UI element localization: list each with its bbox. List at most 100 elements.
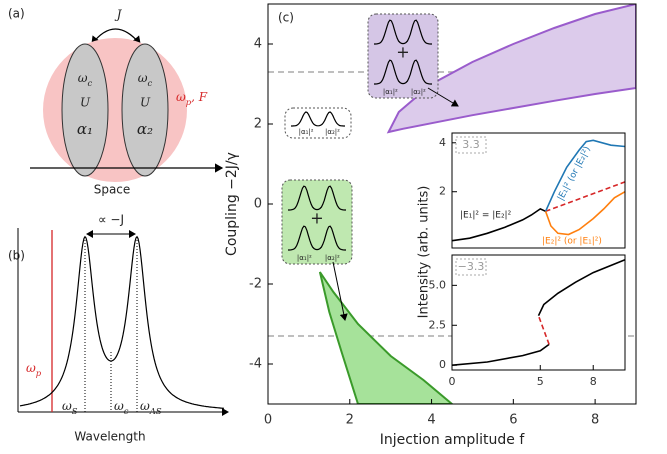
y-tick-label: 2.5: [429, 318, 447, 331]
plus: +: [396, 43, 409, 62]
sketch-label: |α₂|²: [411, 88, 426, 96]
symbol: ωAS: [140, 399, 162, 416]
curve: [537, 259, 625, 317]
x-tick-label: 4: [427, 413, 435, 428]
mode-profile: [291, 111, 345, 127]
y-tick-label: -2: [249, 277, 262, 292]
x-tick-label: 8: [591, 413, 599, 428]
x-tick-label: 0: [449, 375, 456, 388]
pointer: [332, 261, 348, 321]
sketch-label: |α₂|²: [325, 128, 340, 136]
symbol: ωc: [78, 71, 93, 88]
curve: [452, 343, 550, 366]
sketch-box: [367, 13, 439, 99]
x-tick-label: 0: [264, 413, 272, 428]
symbol-sub: p: [36, 368, 42, 378]
y-tick-label: -4: [249, 357, 262, 372]
symbol-base: ω: [78, 71, 88, 85]
y-tick-label: 0: [439, 358, 446, 371]
sketch-label: |α₁|²: [299, 128, 314, 136]
symbol: ωp, F: [176, 90, 208, 107]
axis-label: Space: [94, 183, 131, 197]
panel-a: (a) J U α₁ U α₂ Space: [8, 7, 224, 197]
y-axis-label: Coupling −2J/γ: [224, 152, 240, 256]
series-group: [268, 4, 636, 404]
field: α₁: [77, 120, 93, 138]
symbol: ωp: [26, 361, 42, 378]
y-tick-label: 4: [254, 37, 262, 52]
symbol-base: ω: [114, 399, 124, 413]
y-tick-label: 2: [254, 117, 262, 132]
sketch-box: [284, 107, 352, 139]
plot-content: [268, 4, 636, 404]
interaction: U: [140, 96, 151, 110]
symbol-sub: S: [72, 406, 78, 416]
field: α₂: [137, 120, 153, 138]
inset-tag-box: [455, 136, 487, 154]
mode-profile: [288, 225, 346, 251]
sketch-box: [281, 179, 353, 265]
panel-label: (a): [8, 7, 25, 21]
symbol-sub: AS: [149, 406, 162, 416]
symbol-base: ω: [176, 90, 186, 104]
mode-profile: [288, 185, 346, 211]
plot-content: [452, 139, 625, 242]
curve: [537, 315, 550, 345]
inset-tag: −3.3: [458, 260, 485, 273]
symbol: ωc: [138, 71, 153, 88]
y-axis-label: Intensity (arb. units): [417, 186, 432, 319]
pointer: [427, 87, 459, 107]
x-tick-label: 2: [346, 413, 354, 428]
y-tick-label: 5.0: [429, 278, 447, 291]
plot-content: [452, 259, 625, 366]
x-tick-label: 6: [509, 413, 517, 428]
y-tick-label: 0: [254, 197, 262, 212]
y-tick-label: 4: [439, 136, 446, 149]
interaction: U: [80, 96, 91, 110]
inset-tag-box: [455, 258, 487, 276]
symbol-rest: , F: [191, 90, 208, 104]
mode-right: [121, 43, 169, 177]
curve: [452, 207, 546, 242]
coupling-arrow: [91, 28, 141, 45]
region: [318, 271, 454, 404]
series-group: [452, 259, 625, 366]
sketch-label: |α₁|²: [297, 254, 312, 262]
symbol-sub: c: [148, 78, 153, 88]
spectrum: [19, 235, 225, 409]
region: [386, 4, 636, 134]
symbol-base: ω: [26, 361, 36, 375]
symbol-base: ω: [140, 399, 150, 413]
symbol-sub: p: [186, 97, 192, 107]
plot-frame: [451, 132, 626, 249]
axis-label: Wavelength: [74, 430, 145, 444]
curve: [544, 139, 625, 212]
sketch-label: |α₁|²: [383, 88, 398, 96]
panel-label: (c): [278, 11, 294, 25]
panel-b: (b) ∝ −J Wavelength: [8, 213, 229, 444]
inset-tag: 3.3: [462, 138, 480, 151]
symbol-sub: c: [124, 406, 129, 416]
x-tick-label: 5: [537, 375, 544, 388]
y-tick-label: 2: [439, 185, 446, 198]
inset-annotation: |E₂|² (or |E₁|²): [542, 237, 602, 247]
curve: [544, 191, 625, 236]
splitting-label: ∝ −J: [98, 213, 124, 227]
plot-frame: [451, 254, 626, 371]
x-axis-label: Injection amplitude f: [380, 432, 526, 448]
x-tick-label: 8: [590, 375, 597, 388]
mode-profile: [374, 59, 432, 85]
symbol: ωS: [62, 399, 78, 416]
series-group: [452, 139, 625, 242]
symbol-base: ω: [138, 71, 148, 85]
plus: +: [310, 209, 323, 228]
symbol: ωc: [114, 399, 129, 416]
symbol-sub: c: [88, 78, 93, 88]
panel-label: (b): [8, 249, 25, 263]
curve: [545, 181, 625, 213]
coupling-label: J: [114, 8, 123, 22]
inset-annotation: |E₁|² = |E₂|²: [460, 211, 512, 221]
mode-profile: [374, 19, 432, 45]
sketch-label: |α₂|²: [325, 254, 340, 262]
